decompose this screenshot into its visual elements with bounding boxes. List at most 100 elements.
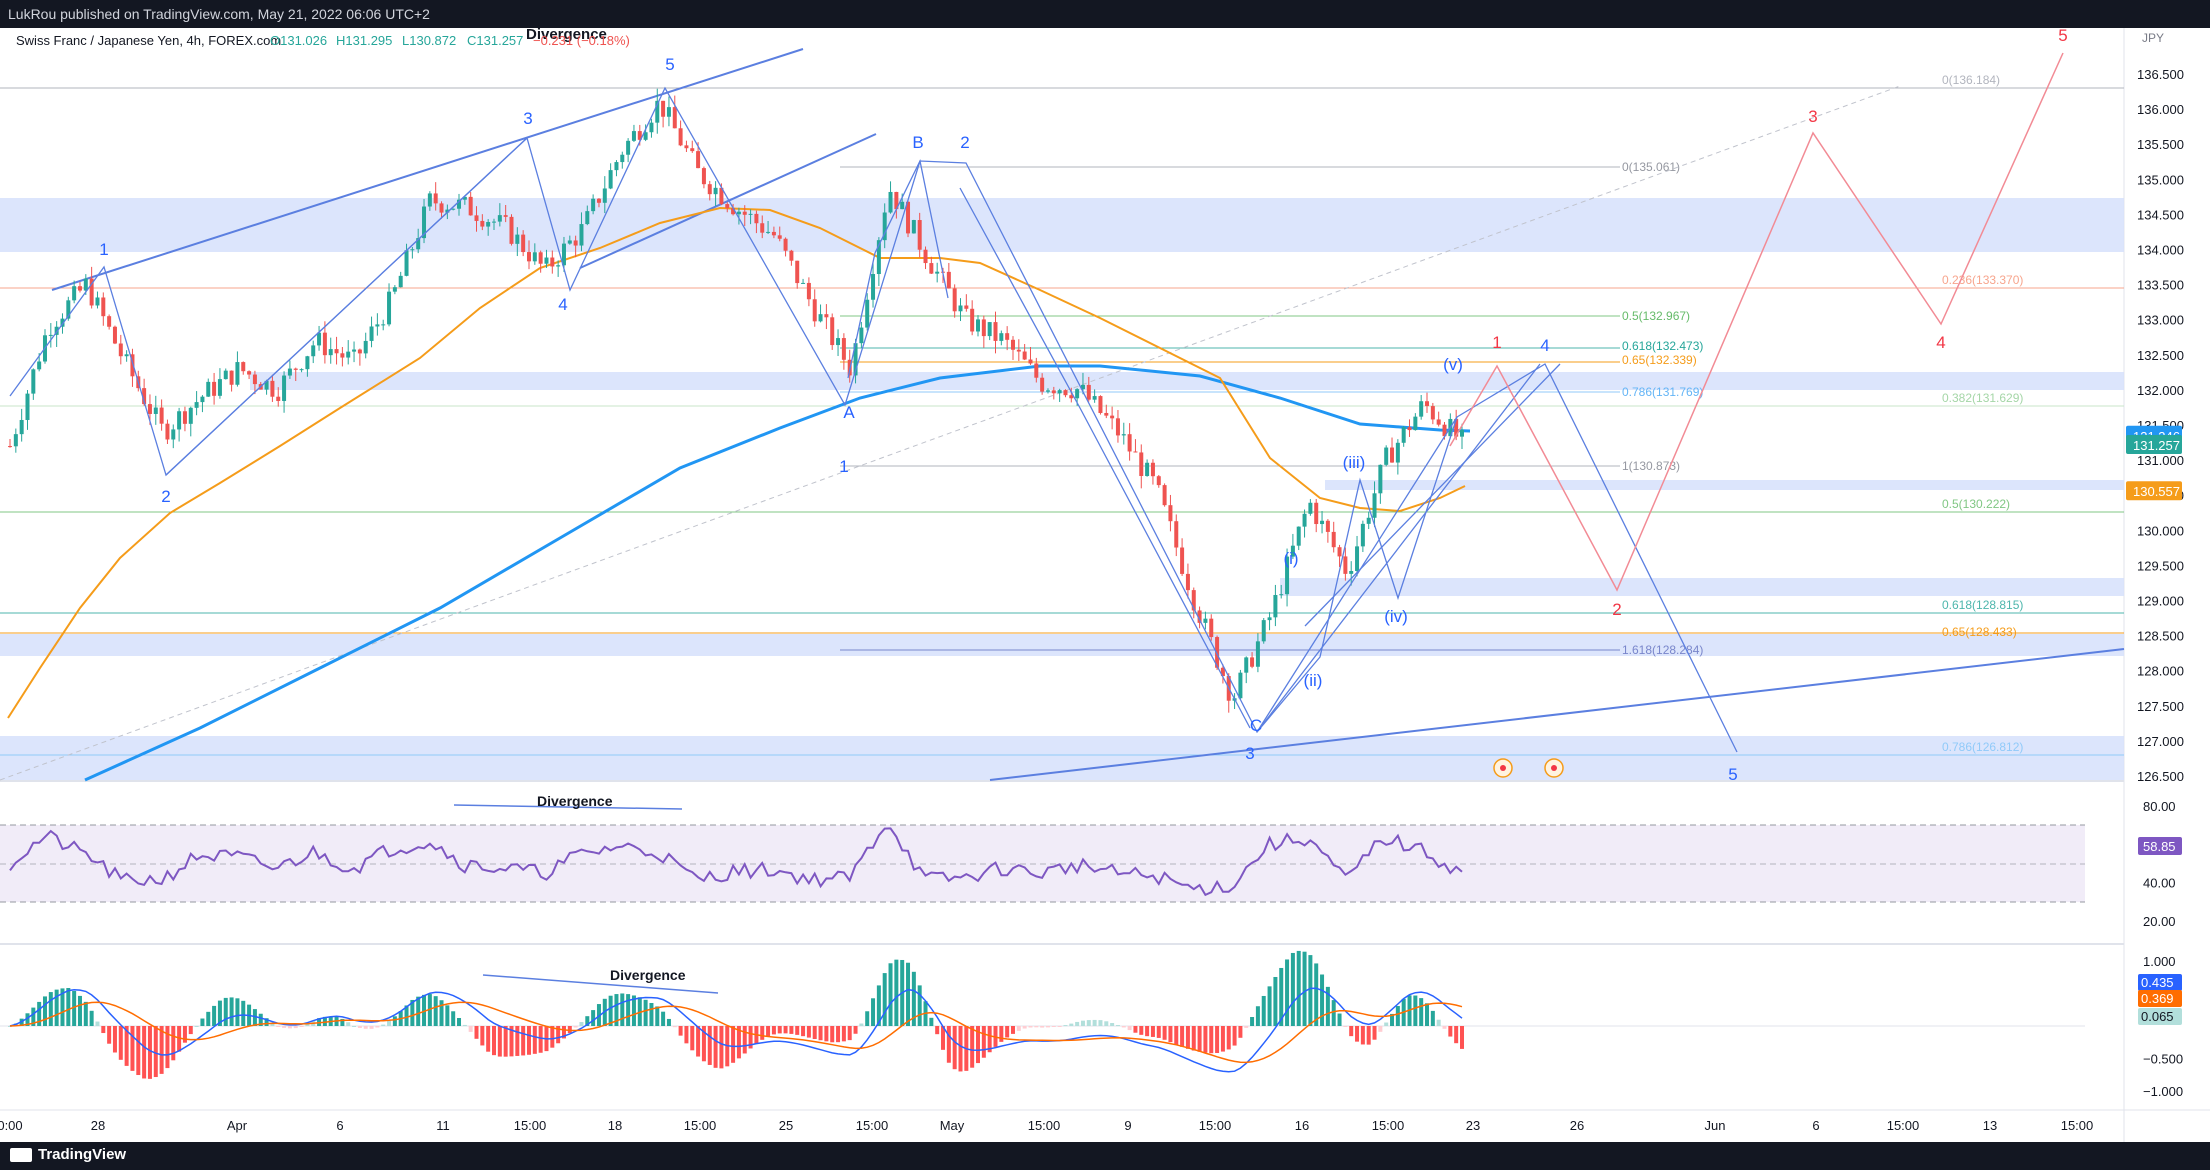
candle [859, 327, 864, 344]
macd-bar [439, 1000, 444, 1026]
candle [31, 369, 36, 394]
macd-bar [60, 988, 65, 1026]
candle [596, 198, 601, 203]
macd-bar [882, 973, 887, 1026]
macd-bar [223, 997, 228, 1026]
macd-bar [107, 1026, 112, 1044]
candle [783, 238, 788, 251]
candle [614, 162, 619, 171]
candle [538, 252, 543, 264]
candle [987, 322, 992, 337]
macd-bar [1075, 1021, 1080, 1026]
candle [264, 380, 269, 390]
candle [666, 107, 671, 117]
candle [521, 234, 526, 253]
projection-label: 5 [2058, 28, 2067, 45]
macd-bar [1191, 1026, 1196, 1051]
macd-bar [620, 993, 625, 1026]
time-tick: Jun [1705, 1118, 1726, 1133]
macd-bar [1395, 1006, 1400, 1026]
candle [637, 131, 642, 140]
candle [1337, 547, 1342, 557]
price-axis[interactable]: 136.500 136.000 135.500 135.000 134.500 134.0… [2137, 67, 2184, 784]
candle [1349, 570, 1354, 574]
macd-bar [31, 1007, 36, 1026]
macd-bar [200, 1018, 205, 1026]
candle [433, 193, 438, 204]
macd-bar [142, 1026, 147, 1079]
macd-bar [515, 1026, 520, 1056]
chart-canvas[interactable]: 0(136.184) 0(135.061) 0.236(133.370) 0.5… [0, 28, 2210, 1142]
tradingview-logo[interactable]: TradingView [10, 1146, 126, 1163]
candle [1215, 637, 1220, 668]
candle [1191, 590, 1196, 611]
candle [101, 297, 106, 317]
candle [981, 319, 986, 337]
price-tick: 127.000 [2137, 734, 2184, 749]
macd-pane[interactable] [0, 946, 2124, 1142]
legend-symbol[interactable]: Swiss Franc / Japanese Yen, 4h, FOREX.co… [16, 33, 281, 48]
macd-bar [1448, 1026, 1453, 1037]
candle [95, 297, 100, 306]
candle [841, 338, 846, 360]
macd-bar [1069, 1023, 1074, 1026]
macd-bar [1232, 1026, 1237, 1046]
time-tick: 11 [436, 1118, 450, 1133]
candle [1180, 547, 1185, 574]
target-marker[interactable] [1500, 765, 1506, 771]
macd-bar [235, 998, 240, 1026]
price-tick: 135.000 [2137, 172, 2184, 187]
macd-bar [806, 1026, 811, 1038]
wave-label: 5 [665, 55, 674, 74]
candle [462, 196, 467, 200]
candle [649, 122, 654, 133]
candles [8, 88, 1464, 713]
time-axis[interactable]: 0:00 28 Apr 6 11 15:00 18 15:00 25 15:00 May 15:00 9… [0, 1118, 2093, 1133]
fib-label: 0.618(128.815) [1942, 598, 2023, 612]
macd-bar [1244, 1026, 1249, 1028]
legend-low: L130.872 [402, 33, 456, 48]
candle [346, 351, 351, 358]
candle [1343, 556, 1348, 574]
macd-bar [282, 1026, 287, 1028]
macd-bar [1092, 1019, 1097, 1026]
candle [853, 343, 858, 376]
macd-bar [981, 1026, 986, 1058]
macd-bar [165, 1026, 170, 1069]
signal-line [9, 1001, 1463, 1064]
macd-bar [958, 1026, 963, 1072]
macd-bar [1273, 976, 1278, 1026]
fib-label: 0.5(130.222) [1942, 497, 2010, 511]
candle [311, 345, 316, 357]
macd-bar [72, 990, 77, 1026]
macd-bar [777, 1026, 782, 1034]
fib-label: 0(135.061) [1622, 160, 1680, 174]
macd-bar [427, 994, 432, 1026]
macd-bar [1360, 1026, 1365, 1045]
candle [118, 343, 123, 357]
time-tick: May [940, 1118, 965, 1133]
macd-bar [649, 1002, 654, 1026]
candle [212, 381, 217, 396]
projection-label: 2 [1612, 600, 1621, 619]
price-tick: 136.500 [2137, 67, 2184, 82]
candle [398, 275, 403, 288]
macd-bar [1057, 1026, 1062, 1027]
macd-badge [2138, 990, 2182, 1007]
time-tick: 9 [1124, 1118, 1131, 1133]
divergence-label: Divergence [537, 793, 613, 809]
macd-bar [824, 1026, 829, 1042]
rsi-badge: 58.85 [2138, 837, 2182, 855]
candle [812, 299, 817, 322]
candle [60, 318, 65, 327]
candle [1325, 520, 1330, 532]
price-tick: 130.000 [2137, 523, 2184, 538]
candle [474, 215, 479, 221]
candle [1355, 546, 1360, 571]
macd-bar [626, 994, 631, 1026]
rsi-tick: 20.00 [2143, 914, 2176, 929]
candle [427, 193, 432, 207]
candle [1436, 419, 1441, 425]
target-marker[interactable] [1551, 765, 1557, 771]
